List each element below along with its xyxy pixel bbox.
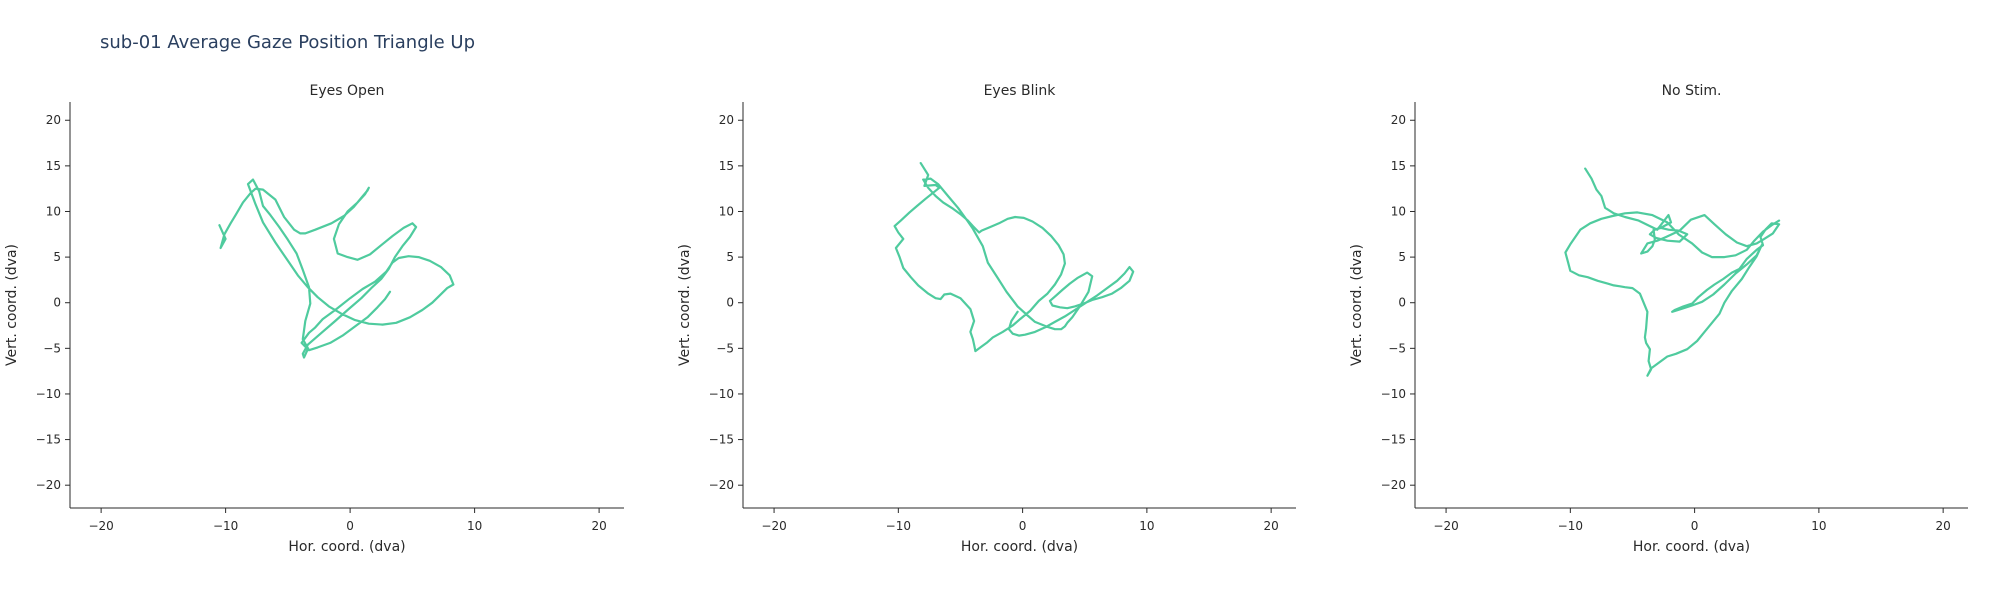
y-tick-label: 0 (726, 296, 734, 310)
y-tick-label: 10 (46, 204, 61, 218)
x-axis-title: Hor. coord. (dva) (961, 539, 1078, 555)
y-tick-label: −10 (709, 387, 734, 401)
y-tick-label: −15 (709, 433, 734, 447)
gaze-trace-line (893, 162, 1135, 353)
y-tick-label: 15 (719, 159, 734, 173)
y-tick-label: 20 (1391, 113, 1406, 127)
y-tick-label: −5 (716, 341, 734, 355)
y-axis-title: Vert. coord. (dva) (677, 244, 693, 366)
y-tick-label: −5 (1388, 341, 1406, 355)
y-tick-label: 5 (53, 250, 61, 264)
x-tick-label: 0 (1691, 519, 1699, 533)
y-tick-label: 20 (719, 113, 734, 127)
x-tick-label: 10 (1811, 519, 1826, 533)
x-tick-label: 10 (1139, 519, 1154, 533)
x-tick-label: −10 (213, 519, 238, 533)
x-tick-label: 0 (346, 519, 354, 533)
y-tick-label: −10 (1381, 387, 1406, 401)
y-tick-label: −15 (36, 433, 61, 447)
gaze-trace-line (218, 178, 455, 359)
y-tick-label: −20 (36, 478, 61, 492)
x-tick-label: 10 (467, 519, 482, 533)
y-tick-label: 20 (46, 113, 61, 127)
y-tick-label: 15 (1391, 159, 1406, 173)
y-tick-label: −5 (43, 341, 61, 355)
y-tick-label: −20 (1381, 478, 1406, 492)
y-tick-label: 10 (1391, 204, 1406, 218)
gaze-trace-line (1564, 167, 1781, 377)
subplot-title: Eyes Blink (984, 83, 1057, 99)
y-tick-label: −15 (1381, 433, 1406, 447)
y-tick-label: 15 (46, 159, 61, 173)
x-tick-label: −20 (1433, 519, 1458, 533)
x-axis-title: Hor. coord. (dva) (288, 539, 405, 555)
figure-title: sub-01 Average Gaze Position Triangle Up (100, 32, 476, 53)
subplot-title: No Stim. (1662, 83, 1722, 99)
y-tick-label: 10 (719, 204, 734, 218)
y-tick-label: −10 (36, 387, 61, 401)
x-tick-label: −10 (886, 519, 911, 533)
y-tick-label: 0 (53, 296, 61, 310)
y-tick-label: 0 (1398, 296, 1406, 310)
x-tick-label: 0 (1019, 519, 1027, 533)
subplot-title: Eyes Open (310, 83, 385, 99)
x-tick-label: 20 (1264, 519, 1279, 533)
y-tick-label: −20 (709, 478, 734, 492)
x-tick-label: −10 (1558, 519, 1583, 533)
x-tick-label: 20 (1936, 519, 1951, 533)
y-axis-title: Vert. coord. (dva) (4, 244, 20, 366)
x-axis-title: Hor. coord. (dva) (1633, 539, 1750, 555)
x-tick-label: −20 (761, 519, 786, 533)
y-tick-label: 5 (1398, 250, 1406, 264)
x-tick-label: −20 (88, 519, 113, 533)
y-tick-label: 5 (726, 250, 734, 264)
x-tick-label: 20 (591, 519, 606, 533)
y-axis-title: Vert. coord. (dva) (1349, 244, 1365, 366)
